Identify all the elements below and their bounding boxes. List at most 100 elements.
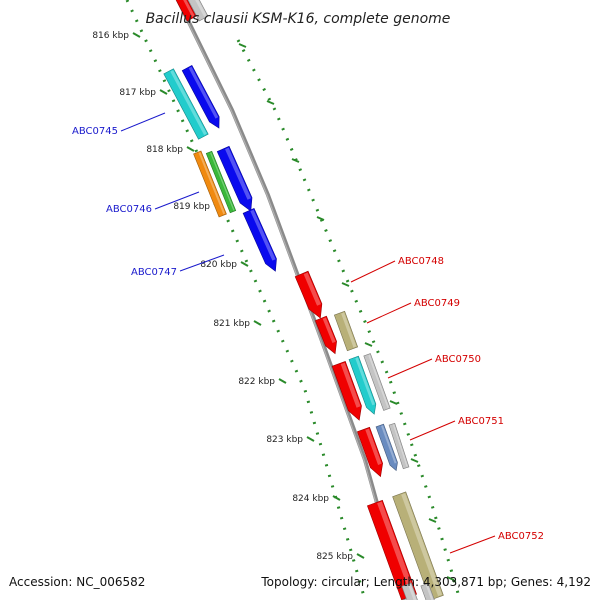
- ruler-tick-mark: [446, 576, 455, 581]
- gene-label[interactable]: ABC0751: [458, 416, 504, 427]
- ruler-tick-mark: [428, 518, 437, 523]
- ruler-tick-mark: [356, 553, 365, 559]
- outer-ruler-track: [125, 0, 367, 600]
- gene-feature[interactable]: [163, 68, 209, 140]
- gene-feature-shine: [341, 312, 357, 348]
- gene-label-leader: [120, 112, 166, 132]
- gene-feature[interactable]: [348, 355, 379, 416]
- gene-feature-body: [242, 208, 277, 272]
- gene-feature-shine: [322, 317, 336, 344]
- gene-feature-shine: [250, 209, 276, 261]
- gene-feature[interactable]: [392, 491, 444, 600]
- genome-summary-text: Topology: circular; Length: 4,303,871 bp…: [260, 575, 591, 589]
- ruler-tick-label: 820 kbp: [200, 260, 237, 270]
- gene-feature[interactable]: [175, 0, 197, 22]
- gene-label[interactable]: ABC0745: [72, 126, 118, 137]
- ruler-tick-label: 823 kbp: [266, 435, 303, 445]
- gene-feature[interactable]: [205, 150, 237, 214]
- ruler-tick-mark: [341, 282, 350, 287]
- ruler-tick-mark: [410, 458, 419, 463]
- ruler-tick-mark: [159, 89, 168, 95]
- gene-feature-body: [348, 355, 377, 415]
- ruler-tick-label: 825 kbp: [316, 552, 353, 562]
- gene-feature[interactable]: [294, 270, 327, 321]
- gene-feature-shine: [377, 501, 416, 596]
- gene-feature[interactable]: [331, 361, 366, 422]
- ruler-tick-label: 824 kbp: [292, 494, 329, 504]
- gene-feature-body: [375, 423, 398, 472]
- gene-feature[interactable]: [363, 353, 391, 411]
- ruler-tick-mark: [364, 342, 373, 347]
- ruler-tick-mark: [238, 43, 247, 48]
- gene-feature-shine: [198, 152, 226, 215]
- ruler-tick-mark: [291, 158, 300, 163]
- gene-feature[interactable]: [388, 422, 410, 470]
- gene-feature[interactable]: [356, 426, 386, 478]
- gene-feature[interactable]: [333, 310, 359, 352]
- gene-feature-shine: [392, 424, 408, 467]
- ruler-tick-mark: [332, 495, 341, 501]
- gene-feature[interactable]: [187, 0, 209, 22]
- gene-label[interactable]: ABC0752: [498, 531, 544, 542]
- gene-label-leader: [350, 260, 396, 283]
- gene-feature[interactable]: [375, 423, 400, 472]
- backbone: [176, 0, 406, 600]
- ruler-tick-mark: [266, 100, 275, 105]
- gene-feature-shine: [401, 493, 443, 597]
- gene-feature-shine: [170, 70, 207, 136]
- gene-feature[interactable]: [314, 315, 340, 356]
- gene-feature-body: [294, 270, 323, 319]
- gene-feature[interactable]: [193, 150, 227, 218]
- ruler-tick-mark: [240, 261, 249, 267]
- gene-feature-body: [356, 426, 383, 478]
- gene-label-leader: [449, 535, 496, 554]
- gene-label[interactable]: ABC0748: [398, 256, 444, 267]
- backbone-line: [176, 0, 406, 600]
- gene-label[interactable]: ABC0747: [131, 267, 177, 278]
- gene-feature-shine: [303, 272, 321, 306]
- gene-features: [163, 0, 444, 600]
- gene-feature-shine: [340, 362, 361, 408]
- ruler-tick-label: 821 kbp: [213, 319, 250, 329]
- gene-label-leader: [154, 191, 200, 210]
- gene-feature-shine: [365, 428, 382, 465]
- gene-label-leader: [387, 358, 433, 379]
- gene-feature-shine: [408, 584, 417, 600]
- ruler-tick-mark: [316, 216, 325, 221]
- gene-label[interactable]: ABC0750: [435, 354, 481, 365]
- ruler-tick-mark: [278, 378, 287, 384]
- gene-feature-shine: [210, 152, 235, 211]
- ruler-tick-label: 819 kbp: [173, 202, 210, 212]
- gene-label[interactable]: ABC0746: [106, 204, 152, 215]
- ruler-tick-label: 816 kbp: [92, 31, 129, 41]
- gene-feature-shine: [381, 425, 397, 464]
- ruler-tick-mark: [306, 436, 315, 442]
- gene-feature-shine: [181, 0, 195, 18]
- gene-feature-shine: [193, 0, 207, 18]
- gene-feature-shine: [368, 354, 389, 409]
- ruler-tick-label: 822 kbp: [238, 377, 275, 387]
- gene-feature-body: [216, 145, 253, 212]
- accession-text: Accession: NC_006582: [9, 575, 145, 589]
- gene-label-leader: [366, 302, 412, 324]
- inner-ruler-track: [236, 39, 462, 600]
- gene-label-leader: [179, 254, 225, 272]
- ruler-tick-mark: [253, 320, 262, 326]
- gene-feature[interactable]: [216, 145, 257, 213]
- backbone-highlight: [176, 0, 404, 600]
- gene-label[interactable]: ABC0749: [414, 298, 460, 309]
- gene-feature-shine: [355, 357, 375, 406]
- gene-feature[interactable]: [242, 208, 281, 273]
- gene-feature[interactable]: [181, 64, 224, 130]
- gene-label-leader: [409, 420, 456, 441]
- genome-title: Bacillus clausii KSM-K16, complete genom…: [146, 11, 451, 27]
- gene-feature-body: [331, 361, 362, 421]
- ruler-tick-label: 818 kbp: [146, 145, 183, 155]
- ruler-tick-mark: [132, 32, 141, 38]
- ruler-tick-label: 817 kbp: [119, 88, 156, 98]
- gene-feature-body: [314, 315, 337, 355]
- gene-feature[interactable]: [420, 582, 436, 600]
- ruler-tick-mark: [389, 400, 398, 405]
